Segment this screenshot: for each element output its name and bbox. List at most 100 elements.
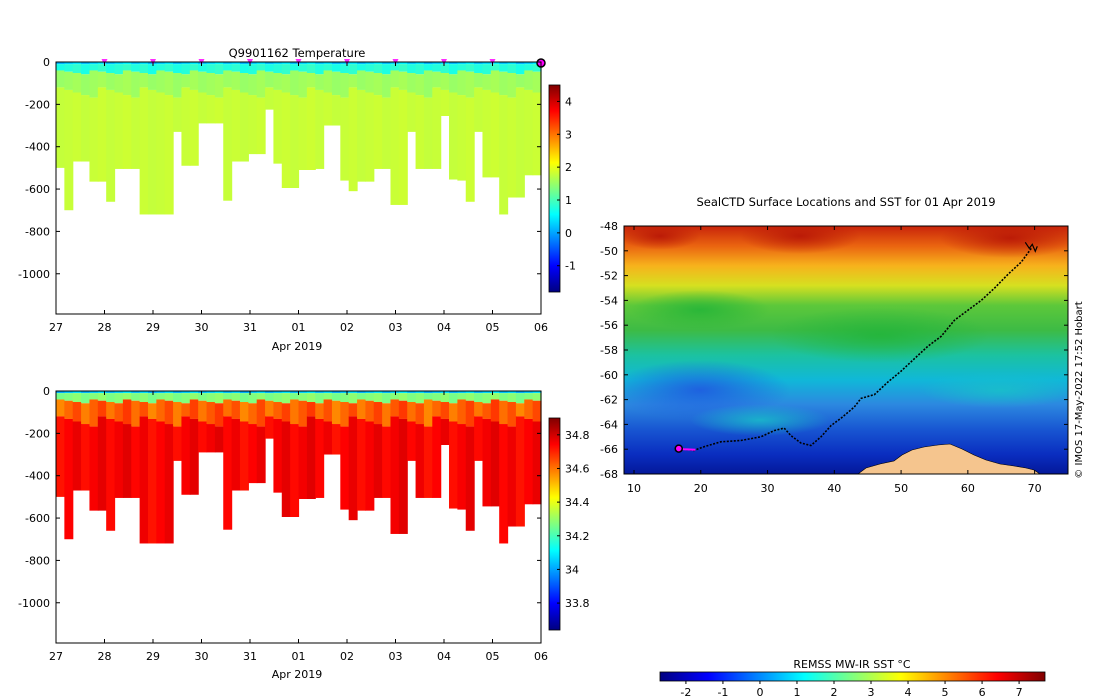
profile-deep	[282, 92, 291, 188]
profile-deep	[248, 424, 257, 483]
profile-upper	[508, 73, 517, 98]
profile-deep	[432, 87, 441, 169]
colorbar-tick-label: 34.4	[565, 496, 590, 509]
profile-deep	[257, 427, 266, 484]
profile-upper	[332, 72, 341, 95]
profile-deep	[265, 416, 274, 438]
map-y-tick-label: -64	[600, 418, 618, 431]
profile-upper	[349, 74, 358, 87]
profile-transition	[299, 64, 308, 72]
profile-transition	[432, 393, 441, 401]
profile-deep	[165, 424, 174, 543]
profile-deep	[324, 92, 333, 125]
profile-upper	[474, 402, 483, 416]
credit-text: © IMOS 17-May-2022 17:52 Hobart	[1074, 301, 1085, 478]
colorbar-tick-label: 3	[565, 128, 572, 141]
map-y-tick-label: -52	[600, 270, 618, 283]
profile-deep	[273, 419, 282, 493]
x-tick-label: 28	[98, 321, 112, 334]
profile-deep	[173, 427, 182, 461]
profile-upper	[508, 402, 517, 427]
profile-deep	[240, 421, 249, 490]
sst-colorbar-title: REMSS MW-IR SST °C	[793, 658, 911, 671]
profile-transition	[466, 64, 475, 72]
profile-deep	[299, 427, 308, 499]
map-y-tick-label: -62	[600, 394, 618, 407]
profile-upper	[123, 399, 132, 424]
x-tick-label: 30	[195, 321, 209, 334]
profile-upper	[140, 73, 149, 87]
profile-deep	[399, 419, 408, 534]
profile-upper	[240, 73, 249, 92]
map-x-tick-label: 40	[827, 482, 841, 495]
profile-deep	[516, 87, 525, 197]
x-tick-label: 05	[486, 321, 500, 334]
profile-transition	[207, 64, 216, 73]
y-tick-label: -1000	[18, 597, 50, 610]
profile-upper	[273, 402, 282, 419]
profile-transition	[232, 393, 241, 401]
profile-deep	[340, 427, 349, 510]
profile-deep	[524, 419, 533, 504]
profile-deep	[307, 87, 316, 170]
profile-deep	[407, 92, 416, 131]
colorbar-tick-label: 34.2	[565, 530, 590, 543]
profile-upper	[106, 73, 115, 90]
profile-deep	[64, 419, 73, 539]
profile-transition	[173, 64, 182, 73]
profile-upper	[207, 73, 216, 95]
y-tick-label: 0	[43, 385, 50, 398]
profile-transition	[123, 64, 132, 70]
profile-transition	[365, 64, 374, 72]
y-tick-label: -200	[25, 427, 50, 440]
temperature-colorbar-bar	[549, 85, 560, 292]
profile-transition	[282, 64, 291, 74]
profile-deep	[106, 90, 115, 202]
profile-upper	[290, 70, 299, 95]
profile-transition	[198, 64, 207, 72]
profile-deep	[432, 416, 441, 498]
salinity-colorbar-ticks: 34.834.634.434.23433.8	[557, 429, 590, 610]
profile-upper	[73, 402, 82, 421]
temperature-x-label: Apr 2019	[272, 340, 323, 353]
profile-transition	[98, 64, 107, 72]
profile-upper	[140, 402, 149, 416]
profile-upper	[382, 403, 391, 426]
sst-colorbar-tick-label: 0	[756, 686, 763, 699]
profile-upper	[324, 399, 333, 421]
colorbar-tick-label: 0	[565, 227, 572, 240]
colorbar-tick-label: 34.6	[565, 462, 590, 475]
profile-deep	[374, 424, 383, 498]
profile-upper	[190, 399, 199, 418]
profile-deep	[73, 421, 82, 490]
sst-colorbar-tick-label: 5	[942, 686, 949, 699]
profile-upper	[56, 399, 65, 416]
y-tick-label: -800	[25, 225, 50, 238]
salinity-colorbar: 34.834.634.434.23433.8	[549, 418, 590, 630]
profile-deep	[181, 87, 190, 165]
profile-upper	[374, 73, 383, 95]
profile-deep	[499, 95, 508, 214]
profile-upper	[207, 402, 216, 424]
profile-transition	[449, 393, 458, 403]
profile-deep	[140, 416, 149, 543]
profile-transition	[89, 393, 98, 399]
sst-colorbar-tick-label: -2	[680, 686, 691, 699]
profile-transition	[215, 393, 224, 403]
profile-transition	[56, 64, 65, 70]
profile-upper	[165, 401, 174, 424]
profile-transition	[81, 64, 90, 74]
profile-upper	[457, 399, 466, 424]
profile-transition	[407, 64, 416, 73]
profile-deep	[257, 98, 266, 155]
profile-transition	[131, 64, 140, 72]
profile-deep	[115, 421, 124, 497]
sst-map-panel: SealCTD Surface Locations and SST for 01…	[600, 195, 1085, 495]
profile-transition	[508, 64, 517, 73]
profile-deep	[516, 416, 525, 526]
profile-transition	[516, 393, 525, 403]
profile-upper	[533, 401, 542, 422]
colorbar-tick-label: 34	[565, 563, 579, 576]
colorbar-tick-label: 4	[565, 95, 572, 108]
profile-upper	[257, 70, 266, 97]
